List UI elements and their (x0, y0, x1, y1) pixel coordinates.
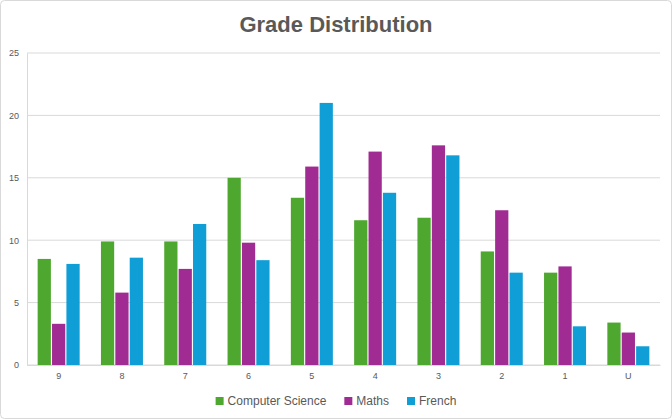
bar (481, 251, 494, 365)
y-axis: 0 5 10 15 20 25 (9, 48, 28, 370)
bar-series (52, 145, 635, 365)
bar (607, 323, 620, 365)
bar (115, 293, 128, 365)
legend-label: Maths (356, 394, 389, 408)
bar (510, 273, 523, 365)
bar (305, 167, 318, 365)
y-tick-label: 0 (14, 360, 19, 370)
x-axis-line (28, 365, 661, 366)
legend-swatch (407, 397, 415, 405)
bar (622, 333, 635, 365)
x-tick-label: 9 (56, 371, 61, 381)
y-tick: 15 (9, 173, 27, 183)
bar (66, 264, 79, 365)
grid-line (27, 53, 660, 54)
bar-series (66, 103, 649, 365)
y-axis-line (27, 54, 28, 366)
y-tick-label: 20 (9, 111, 19, 121)
bar (446, 155, 459, 365)
x-axis: 9 8 7 6 5 4 3 2 1 U (28, 365, 661, 381)
y-tick-label: 25 (9, 48, 19, 58)
bar (242, 243, 255, 365)
x-tick-label: 5 (309, 371, 314, 381)
bar (354, 220, 367, 365)
bar (52, 324, 65, 365)
bar (291, 198, 304, 365)
bar (130, 258, 143, 365)
y-tick: 5 (14, 298, 27, 308)
x-tick-label: 8 (119, 371, 124, 381)
y-tick-label: 10 (9, 236, 19, 246)
legend-item: Maths (344, 394, 389, 408)
bar (193, 224, 206, 365)
bar (383, 193, 396, 365)
bar (432, 145, 445, 365)
bar (320, 103, 333, 365)
bar (636, 346, 649, 365)
title: Grade Distribution (239, 12, 432, 37)
grid-line (27, 177, 660, 178)
y-tick-label: 15 (9, 173, 19, 183)
bar (495, 210, 508, 365)
x-tick: 8 (119, 365, 124, 381)
grid-line (27, 240, 660, 241)
legend-swatch (344, 397, 352, 405)
legend-label: Computer Science (228, 394, 327, 408)
x-tick: U (625, 365, 632, 381)
bar (164, 241, 177, 365)
x-tick-label: U (625, 371, 632, 381)
legend-item: Computer Science (216, 394, 327, 408)
y-tick-label: 5 (14, 298, 19, 308)
bar (573, 326, 586, 365)
x-tick-label: 6 (246, 371, 251, 381)
y-tick: 10 (9, 236, 27, 246)
bar (179, 269, 192, 365)
legend: Computer Science Maths French (216, 394, 457, 408)
x-tick-label: 4 (373, 371, 378, 381)
chart: Grade Distribution 0 5 10 15 20 25 9 8 7 6 5 4 3 2 1 U Co… (0, 0, 672, 419)
x-tick: 9 (56, 365, 61, 381)
bar (544, 273, 557, 365)
chart-border (1, 1, 672, 419)
grid (27, 53, 660, 365)
legend-label: French (419, 394, 456, 408)
legend-swatch (216, 397, 224, 405)
x-tick-label: 2 (499, 371, 504, 381)
legend-item: French (407, 394, 456, 408)
bar (101, 241, 114, 365)
grid-line (27, 115, 660, 116)
x-tick-label: 1 (563, 371, 568, 381)
x-tick: 7 (183, 365, 188, 381)
y-tick: 25 (9, 48, 27, 58)
y-tick: 20 (9, 111, 27, 121)
plot: 0 5 10 15 20 25 9 8 7 6 5 4 3 2 1 U (9, 48, 661, 381)
x-tick-label: 7 (183, 371, 188, 381)
bar (38, 259, 51, 365)
bar (417, 218, 430, 365)
y-tick: 0 (14, 360, 27, 370)
bar (256, 260, 269, 365)
x-tick-label: 3 (436, 371, 441, 381)
bars (38, 103, 650, 365)
x-tick: 6 (246, 365, 251, 381)
x-tick: 4 (373, 365, 378, 381)
x-tick: 1 (563, 365, 568, 381)
x-tick: 3 (436, 365, 441, 381)
bar (558, 266, 571, 365)
x-tick: 2 (499, 365, 504, 381)
x-tick: 5 (309, 365, 314, 381)
bar (228, 178, 241, 365)
bar (369, 152, 382, 365)
